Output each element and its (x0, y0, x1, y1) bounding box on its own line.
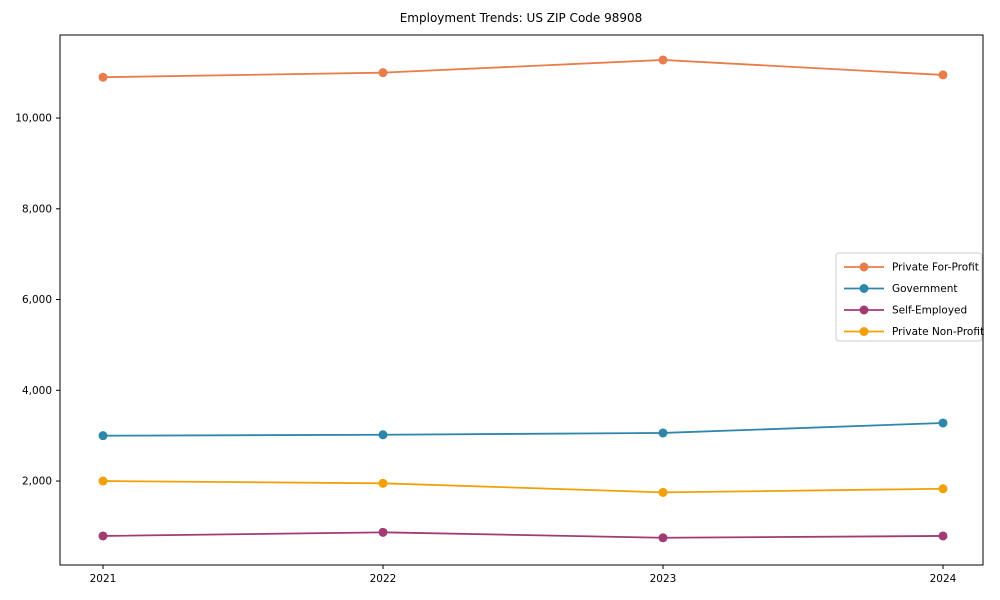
series-line-government (102, 422, 944, 437)
legend: Private For-Profit Government Self-Employe… (835, 252, 984, 342)
series-line-private-for-profit (102, 59, 944, 79)
series-line-self-employed (102, 531, 944, 539)
x-tick-label: 2024 (930, 573, 957, 585)
legend-item: Private For-Profit (844, 262, 979, 274)
y-tick-label: 6,000 (22, 294, 52, 306)
data-point (938, 484, 948, 494)
data-point (98, 72, 108, 82)
chart-title: Employment Trends: US ZIP Code 98908 (400, 11, 643, 25)
y-axis-ticks: 2,000 4,000 6,000 8,000 10,000 (15, 113, 60, 488)
y-tick-label: 8,000 (22, 203, 52, 215)
y-tick-label: 10,000 (15, 113, 52, 125)
data-point (658, 533, 668, 543)
data-point (938, 418, 948, 428)
legend-swatch-marker (859, 327, 869, 336)
legend-item: Self-Employed (844, 305, 967, 317)
y-tick-label: 2,000 (22, 476, 52, 488)
x-tick-label: 2022 (370, 573, 397, 585)
legend-item: Private Non-Profit (844, 326, 984, 338)
data-point (938, 70, 948, 80)
data-point (378, 478, 388, 488)
legend-box (835, 252, 983, 342)
legend-swatch-marker (859, 262, 869, 272)
data-point (378, 430, 388, 440)
legend-label: Government (892, 283, 957, 295)
y-tick-label: 4,000 (22, 385, 52, 397)
legend-swatch-marker (859, 305, 869, 315)
legend-item: Government (844, 283, 957, 295)
x-tick-label: 2021 (90, 573, 117, 585)
data-point (658, 55, 668, 65)
data-point (98, 431, 108, 441)
legend-label: Self-Employed (892, 305, 967, 317)
x-tick-label: 2023 (650, 573, 677, 585)
data-point (938, 531, 948, 541)
data-point (378, 68, 388, 78)
legend-label: Private Non-Profit (892, 326, 984, 338)
data-point (98, 531, 108, 541)
x-axis-ticks: 2021 2022 2023 2024 (90, 565, 957, 585)
series-layer (98, 55, 948, 543)
data-point (378, 527, 388, 537)
legend-label: Private For-Profit (892, 262, 979, 274)
data-point (98, 476, 108, 486)
data-point (658, 487, 668, 497)
data-point (658, 428, 668, 438)
legend-swatch-marker (859, 284, 869, 293)
series-line-private-non-profit (102, 480, 944, 494)
